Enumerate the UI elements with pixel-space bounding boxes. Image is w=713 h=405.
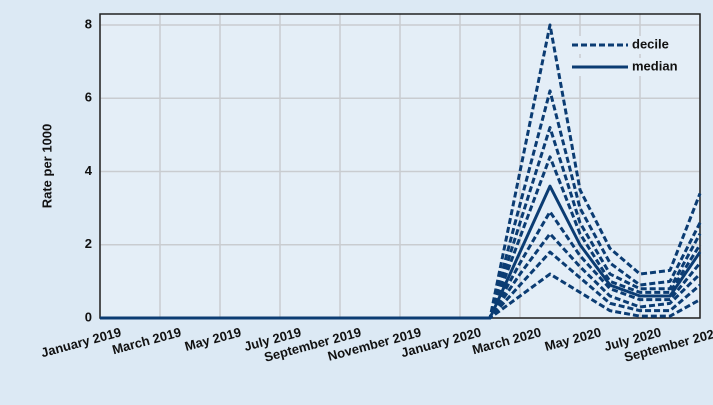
legend-bg bbox=[568, 36, 694, 54]
y-tick-label: 2 bbox=[85, 236, 92, 251]
x-tick-label: May 2019 bbox=[183, 324, 243, 353]
x-tick-label: May 2020 bbox=[543, 324, 603, 353]
y-axis-label: Rate per 1000 bbox=[39, 124, 54, 209]
x-tick-label: March 2020 bbox=[470, 324, 542, 357]
legend-bg bbox=[568, 58, 694, 76]
x-tick-label: March 2019 bbox=[110, 324, 182, 357]
legend-label: median bbox=[632, 58, 678, 73]
median-line bbox=[100, 184, 702, 320]
y-tick-label: 8 bbox=[85, 16, 92, 31]
y-tick-label: 0 bbox=[85, 309, 92, 324]
y-tick-label: 4 bbox=[85, 163, 93, 178]
y-tick-label: 6 bbox=[85, 90, 92, 105]
legend-label: decile bbox=[632, 36, 669, 51]
